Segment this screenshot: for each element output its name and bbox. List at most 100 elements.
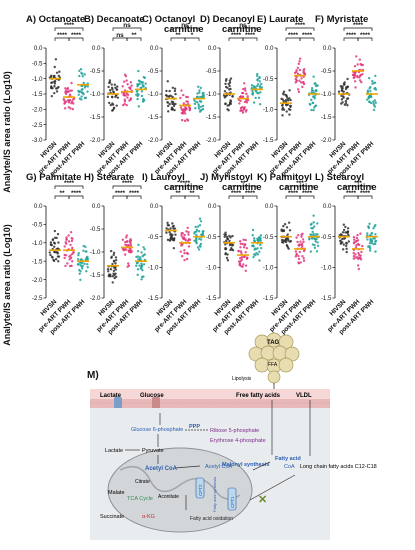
data-point [224,85,228,89]
data-point [228,243,232,247]
data-point [311,230,314,234]
data-point [79,278,82,282]
data-point [294,250,298,253]
data-point [79,270,82,273]
panel-title: G) Palmitate [26,172,81,183]
significance-label: **** [231,32,242,39]
data-point [243,87,247,90]
data-point [240,252,243,255]
data-point [171,95,174,99]
data-point [368,249,372,252]
data-point [238,257,242,260]
data-point [358,58,362,61]
data-point [361,63,364,67]
data-point [368,100,371,104]
data-point [258,102,262,106]
significance-label: ** [189,190,195,197]
data-point [223,233,226,236]
data-point [356,264,360,267]
data-point [186,226,189,230]
y-tick-label: -1.5 [263,137,274,144]
data-point [297,244,301,247]
data-point [253,237,256,240]
significance-bracket [170,27,200,31]
data-point [285,110,288,113]
data-point [200,100,203,103]
data-point [185,257,189,261]
data-point [197,105,201,108]
data-point [194,106,197,110]
data-point [251,228,255,232]
data-point [165,227,168,230]
data-point [259,91,262,94]
data-point [245,256,249,259]
data-point [198,89,201,92]
data-point [282,224,285,228]
panel-title: I) Lauroyl [142,172,185,183]
data-point [184,112,187,115]
significance-label: **** [71,32,82,39]
data-point [296,72,300,75]
data-point [169,232,172,236]
data-point [181,108,185,112]
data-point [71,260,74,263]
y-tick-label: 0.0 [150,203,159,210]
data-point [294,77,298,81]
data-point [245,246,249,250]
y-tick-label: -0.5 [206,234,217,241]
data-point [196,95,199,99]
data-point [173,89,177,93]
data-point [56,255,60,258]
data-point [342,223,346,226]
y-tick-label: -1.0 [321,91,332,98]
data-point [359,254,362,257]
y-tick-label: -0.5 [32,61,43,68]
data-point [244,238,247,242]
data-point [245,92,248,96]
data-point [193,230,197,234]
data-point [64,91,67,94]
significance-bracket [170,185,200,189]
data-point [50,81,53,85]
data-point [114,256,118,259]
data-point [141,269,144,272]
data-point [251,234,254,237]
data-point [71,252,74,256]
data-point [71,246,74,250]
data-point [174,92,177,96]
data-point [303,68,306,71]
panel-c: C) Octanoylcarnitine0.0-0.5-1.0-1.5-2.0H… [142,14,205,178]
data-point [260,246,263,250]
data-point [111,262,114,266]
data-point [54,250,57,254]
data-point [129,97,133,100]
data-point [109,268,113,271]
data-point [250,84,254,87]
y-tick-label: -2.0 [90,295,101,302]
panel-title: H) Stearate [84,172,134,183]
data-point [126,93,130,96]
significance-bracket [68,195,84,199]
data-point [54,258,58,261]
data-point [80,90,83,93]
data-point [135,90,139,93]
significance-label: **** [360,190,371,197]
significance-label: **** [122,180,133,187]
aconitate-label: Aconitate [158,494,179,500]
data-point [225,235,229,239]
data-point [129,81,133,84]
data-point [168,230,171,234]
data-point [356,242,360,246]
y-tick-label: -2.0 [148,137,159,144]
data-point [301,85,304,89]
data-point [197,85,200,88]
data-point [166,221,169,225]
data-point [68,255,71,258]
data-point [129,242,132,245]
data-point [256,72,259,76]
data-point [140,94,144,98]
data-point [169,227,172,230]
data-point [339,84,343,88]
y-tick-label: -0.5 [32,222,43,229]
data-point [201,92,204,95]
